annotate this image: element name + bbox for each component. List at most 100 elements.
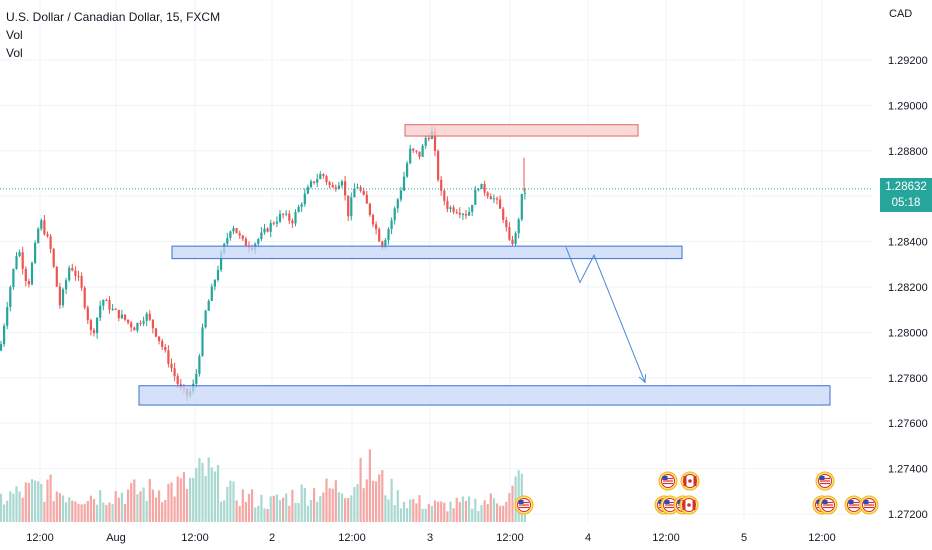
usa-event-icon[interactable] bbox=[660, 495, 680, 515]
candle-body bbox=[226, 237, 229, 244]
maple-leaf bbox=[688, 479, 692, 483]
candle-body bbox=[30, 262, 34, 285]
candle-body bbox=[437, 151, 440, 180]
volume-bar bbox=[433, 500, 437, 522]
candle-body bbox=[61, 289, 65, 306]
volume-bar bbox=[499, 505, 502, 522]
candle-body bbox=[291, 220, 294, 224]
candle-body bbox=[238, 233, 241, 236]
chart-grid bbox=[0, 0, 872, 522]
candle-body bbox=[263, 228, 266, 233]
event-markers[interactable] bbox=[514, 471, 879, 515]
volume-bar bbox=[334, 480, 337, 522]
candle-body bbox=[502, 208, 505, 221]
volume-bar bbox=[412, 498, 415, 522]
volume-bar bbox=[347, 497, 350, 522]
candle-body bbox=[142, 320, 145, 324]
volume-bar bbox=[244, 501, 247, 522]
volume-bar bbox=[161, 502, 164, 522]
flag-bar bbox=[692, 500, 696, 510]
flag-canton bbox=[518, 500, 524, 504]
time-tick-label: 12:00 bbox=[26, 532, 54, 544]
volume-bar bbox=[313, 488, 316, 522]
zones-layer bbox=[0, 124, 872, 406]
volume-bar bbox=[483, 500, 486, 522]
candle-body bbox=[300, 204, 303, 207]
volume-bar bbox=[27, 482, 30, 522]
candle-body bbox=[424, 138, 427, 146]
volume-bar bbox=[195, 467, 198, 522]
volume-bar bbox=[241, 489, 244, 522]
volume-indicator-label[interactable]: Vol bbox=[6, 28, 23, 42]
volume-bar bbox=[344, 498, 347, 522]
flag-bar bbox=[683, 476, 687, 486]
canada-event-icon[interactable] bbox=[680, 471, 700, 491]
candle-body bbox=[108, 300, 111, 310]
candle-body bbox=[418, 151, 421, 157]
flag-canton bbox=[848, 500, 854, 504]
candle-body bbox=[508, 227, 511, 240]
candle-body bbox=[511, 239, 514, 244]
candle-body bbox=[433, 131, 437, 152]
volume-bar bbox=[455, 497, 458, 522]
price-tick-label: 1.28800 bbox=[888, 146, 928, 158]
candle-body bbox=[15, 256, 18, 269]
candle-body bbox=[375, 224, 378, 230]
volume-indicator-label-2[interactable]: Vol bbox=[6, 46, 23, 60]
candle-body bbox=[86, 307, 89, 321]
candle-body bbox=[55, 266, 58, 287]
candle-body bbox=[455, 212, 458, 214]
projection-path bbox=[565, 247, 646, 383]
usa-event-icon[interactable] bbox=[859, 495, 879, 515]
volume-bar bbox=[164, 500, 167, 522]
volume-bar bbox=[117, 497, 120, 522]
volume-bar bbox=[111, 504, 114, 522]
candle-body bbox=[127, 319, 130, 323]
volume-bar bbox=[489, 493, 492, 522]
candle-body bbox=[120, 314, 123, 319]
volume-bar bbox=[176, 476, 179, 522]
usa-event-icon[interactable] bbox=[514, 495, 534, 515]
candle-body bbox=[415, 150, 418, 152]
currency-label: CAD bbox=[889, 8, 913, 20]
volume-bar bbox=[207, 457, 210, 522]
usa-event-icon[interactable] bbox=[818, 495, 838, 515]
volume-bar bbox=[139, 491, 142, 522]
volume-bar bbox=[378, 474, 381, 522]
usa-event-icon[interactable] bbox=[658, 471, 678, 491]
price-axis[interactable]: 1.292001.290001.288001.286001.284001.282… bbox=[888, 55, 928, 521]
volume-bar bbox=[440, 501, 443, 522]
volume-bar bbox=[418, 495, 421, 522]
candle-body bbox=[402, 176, 406, 191]
candle-body bbox=[241, 235, 244, 239]
volume-bar bbox=[235, 500, 238, 522]
volume-bar bbox=[390, 478, 393, 522]
volume-bar bbox=[340, 493, 344, 522]
volume-bar bbox=[331, 488, 334, 522]
canada-event-icon[interactable] bbox=[679, 495, 699, 515]
candle-body bbox=[195, 373, 198, 384]
volume-bar bbox=[151, 489, 154, 522]
candle-body bbox=[517, 219, 520, 234]
volume-bar bbox=[83, 503, 86, 522]
candle-body bbox=[396, 199, 399, 209]
time-axis[interactable]: 12:00 Aug 12:00 2 12:00 3 12:00 4 12:00 5 12:00 bbox=[26, 532, 836, 544]
volume-bar bbox=[430, 505, 433, 522]
candle-body bbox=[151, 319, 154, 329]
volume-bar bbox=[154, 497, 158, 522]
candle-body bbox=[9, 287, 12, 307]
candle-body bbox=[148, 313, 151, 320]
volume-bar bbox=[37, 481, 40, 522]
candle-body bbox=[523, 192, 526, 194]
bar-countdown: 05:18 bbox=[891, 197, 921, 209]
candle-body bbox=[384, 239, 387, 249]
volume-bar bbox=[257, 505, 260, 522]
usa-event-icon[interactable] bbox=[815, 471, 835, 491]
candle-body bbox=[514, 233, 517, 244]
candle-body bbox=[461, 214, 464, 216]
volume-bar bbox=[446, 511, 449, 522]
volume-bar bbox=[306, 505, 309, 522]
volume-bar bbox=[145, 500, 148, 522]
candle-body bbox=[303, 193, 306, 205]
